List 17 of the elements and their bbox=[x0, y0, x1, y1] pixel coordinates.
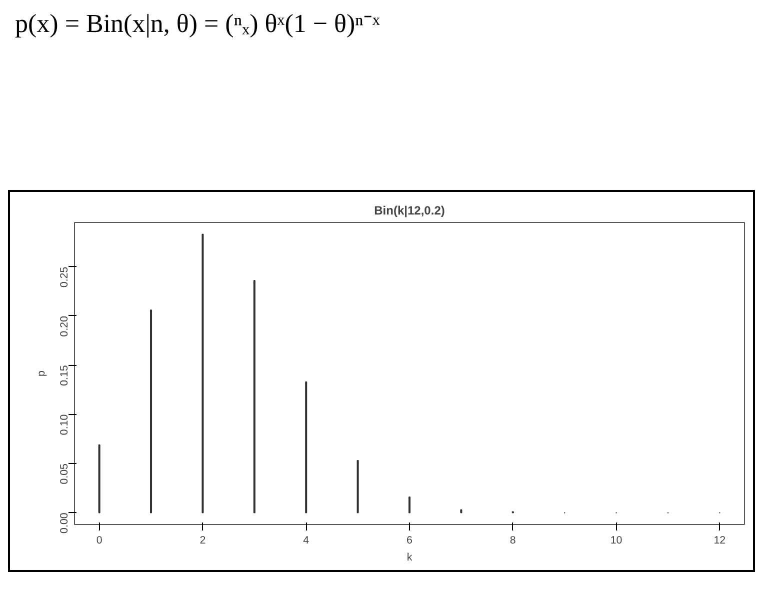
y-tick-label: 0.05 bbox=[58, 463, 70, 484]
text: p(x) = Bin(x|n, θ) = (ⁿₓ) θˣ(1 − θ)ⁿ⁻ˣ bbox=[15, 8, 380, 40]
chart-title: Bin(k|12,0.2) bbox=[374, 204, 445, 218]
y-tick-label: 0.00 bbox=[58, 512, 70, 534]
x-tick-label: 6 bbox=[406, 534, 413, 546]
x-tick-label: 0 bbox=[96, 534, 102, 546]
x-tick-label: 2 bbox=[200, 534, 206, 546]
y-tick-label: 0.10 bbox=[58, 414, 70, 436]
x-tick-label: 10 bbox=[610, 534, 622, 546]
y-tick-label: 0.25 bbox=[58, 266, 70, 288]
x-tick-label: 12 bbox=[714, 534, 726, 546]
y-tick-label: 0.15 bbox=[58, 365, 70, 386]
x-tick-label: 4 bbox=[303, 534, 310, 546]
x-axis-title: k bbox=[406, 552, 413, 564]
x-tick-label: 8 bbox=[510, 534, 516, 546]
y-axis-title: p bbox=[36, 370, 48, 376]
y-tick-label: 0.20 bbox=[58, 316, 70, 337]
